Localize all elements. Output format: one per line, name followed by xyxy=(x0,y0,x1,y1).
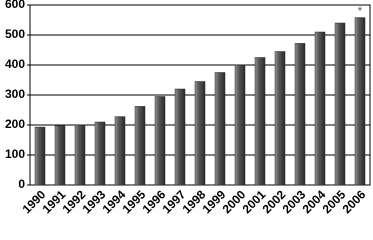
bar xyxy=(354,17,366,186)
bar xyxy=(134,106,146,186)
bar xyxy=(94,121,106,186)
bar xyxy=(54,125,66,186)
y-tick-label: 100 xyxy=(5,147,25,161)
bar xyxy=(114,116,126,186)
bar xyxy=(34,126,46,186)
y-tick-label: 200 xyxy=(5,117,25,131)
y-tick-label: 600 xyxy=(5,0,25,11)
bar xyxy=(334,22,346,186)
bar xyxy=(174,88,186,186)
y-tick-label: 0 xyxy=(18,177,25,191)
x-tick-label: 2006 xyxy=(340,187,369,215)
bar xyxy=(74,124,86,186)
bar xyxy=(294,43,306,186)
y-tick-label: 300 xyxy=(5,87,25,101)
bar xyxy=(254,57,266,186)
y-tick-label: 500 xyxy=(5,27,25,41)
bar xyxy=(214,72,226,186)
bar xyxy=(314,31,326,186)
chart: 0100200300400500600199019911992199319941… xyxy=(5,0,371,215)
y-tick-label: 400 xyxy=(5,57,25,71)
bar xyxy=(154,96,166,186)
bar xyxy=(234,64,246,186)
bar xyxy=(194,81,206,186)
bar xyxy=(274,51,286,186)
annotation: * xyxy=(358,4,363,18)
